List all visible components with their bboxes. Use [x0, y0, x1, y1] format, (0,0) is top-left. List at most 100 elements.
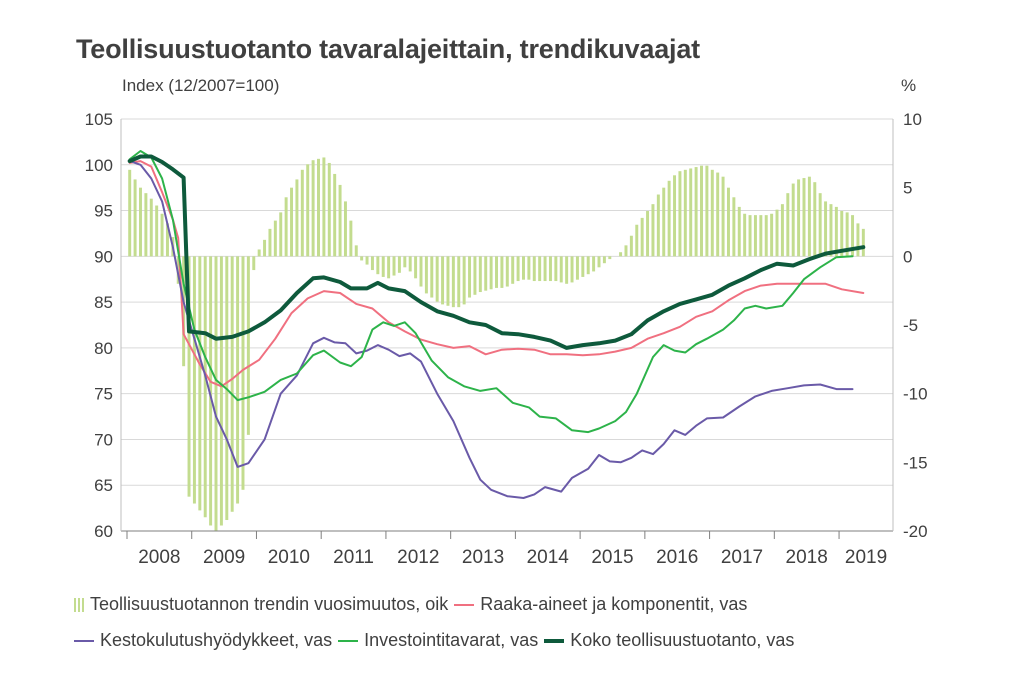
bar [370, 256, 374, 271]
bar [554, 256, 558, 282]
bar [360, 256, 364, 261]
bar [748, 215, 752, 257]
bar [403, 256, 407, 268]
bar [716, 172, 720, 257]
x-tick-label: 2018 [786, 547, 828, 568]
x-tick-label: 2015 [591, 547, 633, 568]
bar [457, 256, 461, 308]
x-tick-label: 2013 [462, 547, 504, 568]
bar [592, 256, 596, 272]
bar [532, 256, 536, 282]
bar [673, 175, 677, 257]
bar [856, 223, 860, 257]
bar [807, 176, 811, 257]
bar [241, 256, 245, 490]
right-tick-label: -5 [903, 316, 918, 335]
bar [279, 212, 283, 257]
bar [662, 187, 666, 257]
bar [797, 179, 801, 257]
bar [263, 239, 267, 257]
bar [602, 256, 606, 264]
bar [430, 256, 434, 298]
bar [149, 198, 153, 257]
bar [759, 215, 763, 257]
bar [435, 256, 439, 302]
legend-item-bars[interactable]: Teollisuustuotannon trendin vuosimuutos,… [74, 594, 448, 615]
bar [451, 256, 455, 308]
bar [478, 256, 482, 293]
legend-label-bars: Teollisuustuotannon trendin vuosimuutos,… [90, 594, 449, 614]
bar [317, 158, 320, 257]
bar [619, 252, 623, 257]
left-tick-label: 65 [94, 476, 113, 495]
line-koko [127, 154, 866, 350]
bar [522, 256, 525, 280]
bar [165, 223, 169, 257]
bar [219, 256, 223, 526]
x-tick-label: 2008 [138, 547, 180, 568]
bar [732, 197, 736, 257]
bar [802, 178, 806, 257]
bar [133, 179, 137, 257]
bar [462, 256, 466, 305]
bar [311, 160, 315, 257]
left-tick-label: 105 [85, 110, 113, 129]
legend-label-raaka: Raaka-aineet ja komponentit, vas [480, 594, 748, 614]
bar [414, 256, 418, 279]
bar [468, 256, 472, 298]
x-tick-label: 2012 [397, 547, 439, 568]
bar [128, 169, 132, 257]
bar [246, 256, 250, 435]
bar [333, 173, 337, 257]
bar [295, 179, 299, 257]
bar [705, 165, 709, 257]
bar [182, 256, 186, 367]
bar [338, 184, 342, 257]
bar [651, 204, 655, 257]
legend-item-invest[interactable]: Investointitavarat, vas [338, 630, 538, 651]
bar [786, 193, 790, 257]
bar [710, 169, 714, 257]
x-tick-label: 2016 [656, 547, 698, 568]
bar [327, 162, 331, 257]
bar [387, 256, 391, 279]
bar [629, 235, 633, 257]
left-tick-label: 70 [94, 430, 113, 449]
bar [753, 215, 757, 257]
legend-item-raaka[interactable]: Raaka-aineet ja komponentit, vas [454, 594, 747, 615]
left-tick-label: 100 [85, 156, 113, 175]
bar [721, 176, 725, 257]
bar [548, 256, 552, 282]
legend-row-1: Teollisuustuotannon trendin vuosimuutos,… [74, 594, 753, 615]
right-tick-label: 5 [903, 179, 912, 198]
bar [441, 256, 445, 305]
bar [300, 169, 304, 257]
bar [770, 213, 774, 257]
bar [381, 256, 385, 277]
bar [780, 204, 784, 257]
x-tick-label: 2019 [845, 547, 887, 568]
bar [284, 197, 288, 257]
bar [500, 256, 504, 288]
bar [845, 212, 849, 257]
series-lines [127, 150, 866, 499]
left-tick-label: 80 [94, 339, 113, 358]
right-tick-label: -10 [903, 385, 928, 404]
legend-raaka-swatch [454, 603, 475, 606]
bar [764, 215, 768, 257]
legend-kesto-swatch [74, 639, 94, 642]
legend-item-koko[interactable]: Koko teollisuustuotanto, vas [544, 630, 794, 651]
bar [192, 256, 196, 504]
bar [511, 256, 515, 284]
bar [565, 256, 569, 284]
legend-invest-swatch [338, 639, 359, 642]
bar [214, 256, 218, 531]
bar [236, 256, 240, 504]
bar [624, 245, 628, 257]
line-invest [128, 150, 854, 434]
bar [273, 220, 277, 257]
bar [689, 168, 693, 257]
legend-item-kesto[interactable]: Kestokulutushyödykkeet, vas [74, 630, 332, 651]
bar [640, 217, 644, 257]
bar [813, 182, 817, 257]
